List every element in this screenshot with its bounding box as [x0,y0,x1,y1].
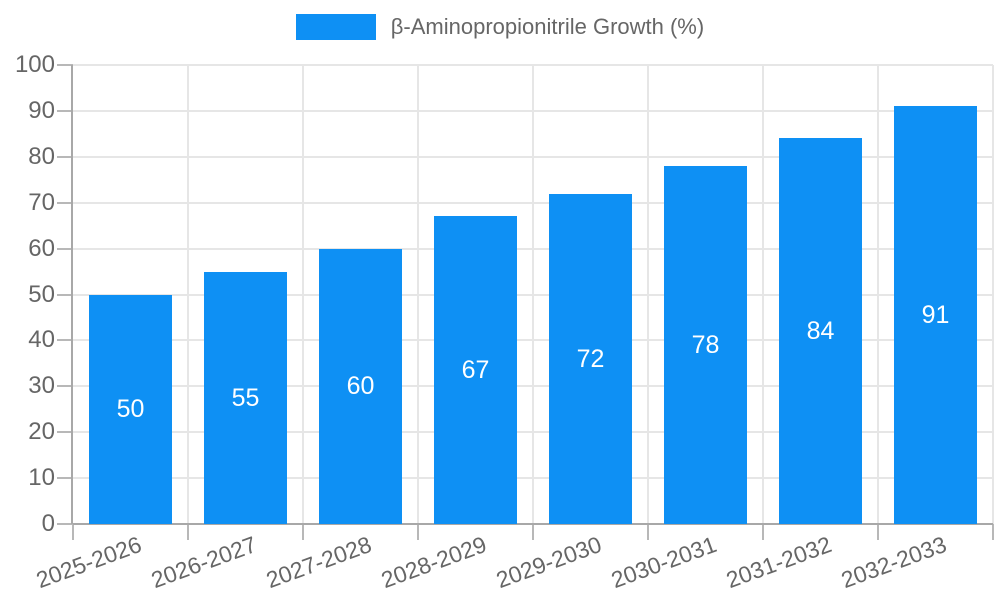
x-axis-tick [647,524,649,540]
v-gridline [762,65,764,524]
y-tick-label: 60 [28,234,55,262]
x-tick-label: 2027-2028 [262,531,375,594]
legend: β-Aminopropionitrile Growth (%) [0,14,1000,40]
bar [89,294,172,524]
bar [664,165,747,524]
x-axis-tick [417,524,419,540]
x-tick-label: 2026-2027 [147,531,260,594]
x-tick-label: 2032-2033 [837,531,950,594]
y-tick-label: 100 [14,51,55,78]
y-tick-label: 20 [28,418,55,446]
x-tick-label: 2030-2031 [607,531,720,594]
y-tick-label: 80 [28,142,55,170]
y-axis-tick [57,155,73,158]
y-axis-tick [57,247,73,250]
bar [434,216,517,524]
v-gridline [877,65,879,524]
bar-value-label: 50 [116,395,145,424]
v-gridline [532,65,534,524]
y-axis-line [71,65,73,524]
bar [204,271,287,524]
bar-value-label: 67 [461,356,490,385]
bar [894,106,977,524]
x-tick-label: 2029-2030 [492,531,605,594]
bar-value-label: 84 [806,317,835,346]
v-gridline [417,65,419,524]
bar [549,193,632,524]
bar-value-label: 60 [346,372,375,401]
y-axis-tick [57,523,73,525]
bar-value-label: 55 [231,383,260,412]
y-tick-label: 90 [28,96,55,124]
y-axis-tick [57,64,73,66]
x-axis-tick [302,524,304,540]
y-axis-tick [57,431,73,434]
y-tick-label: 10 [28,464,55,492]
legend-label: β-Aminopropionitrile Growth (%) [390,14,705,39]
x-tick-label: 2028-2029 [377,531,490,594]
v-gridline [647,65,649,524]
x-axis-tick [992,524,994,540]
v-gridline [302,65,304,524]
x-axis-tick [877,524,879,540]
x-axis-tick [187,524,189,540]
y-tick-label: 50 [28,280,55,308]
y-tick-label: 40 [28,326,55,354]
y-tick-label: 0 [41,510,55,537]
y-axis-tick [57,201,73,204]
y-axis-tick [57,477,73,480]
legend-swatch [295,14,376,40]
bar [319,248,402,524]
x-tick-label: 2025-2026 [32,531,145,594]
x-tick-label: 2031-2032 [722,531,835,594]
x-axis-line [73,523,993,525]
y-axis-tick [57,339,73,342]
v-gridline [992,65,994,524]
bar-value-label: 91 [921,301,950,330]
x-axis-tick [532,524,534,540]
v-gridline [187,65,189,524]
y-axis-tick [57,293,73,296]
y-tick-label: 30 [28,372,55,400]
x-axis-tick [762,524,764,540]
y-axis-tick [57,385,73,388]
bar-value-label: 72 [576,344,605,373]
bar-value-label: 78 [691,330,720,359]
y-axis-tick [57,109,73,112]
x-axis-tick [72,524,74,540]
y-tick-label: 70 [28,188,55,216]
bar [779,138,862,524]
